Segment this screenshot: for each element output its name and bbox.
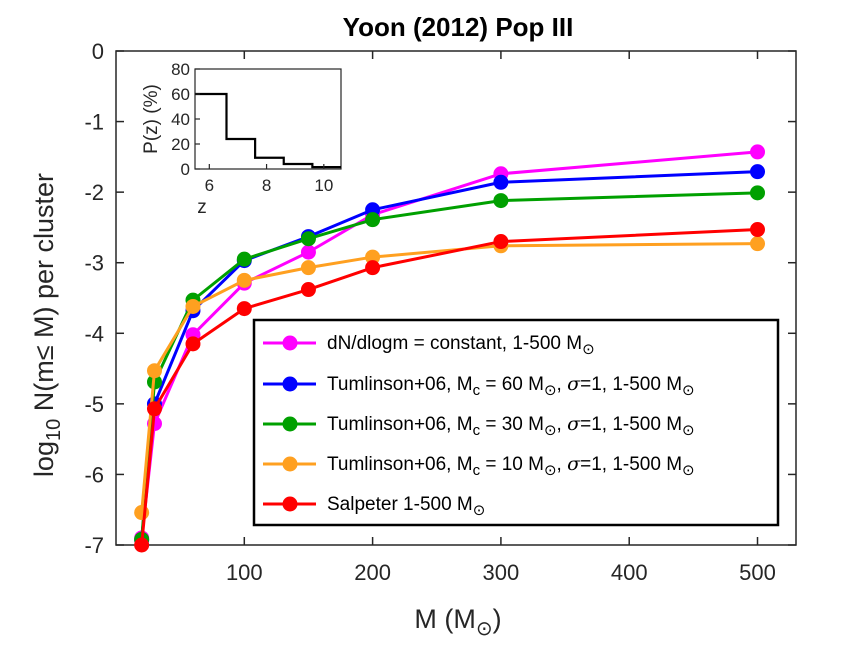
series-layer xyxy=(134,144,766,553)
data-point-constant xyxy=(750,144,766,160)
y-tick-label: -7 xyxy=(84,533,104,558)
data-point-salpeter xyxy=(300,282,316,298)
inset-x-label: z xyxy=(197,197,207,218)
y-tick-label: -3 xyxy=(84,251,104,276)
series-line-tumlinson10 xyxy=(140,242,758,513)
inset-frame xyxy=(194,68,342,170)
inset-step-line xyxy=(195,92,341,169)
data-point-salpeter xyxy=(185,336,201,352)
inset-chart: 6 8 10 0 20 40 60 80 z P(z) (%) xyxy=(141,60,342,218)
data-point-salpeter xyxy=(134,537,150,553)
data-point-salpeter xyxy=(365,260,381,276)
y-axis-ticks: 0 -1 -2 -3 -4 -5 -6 -7 xyxy=(84,39,796,558)
legend-entry-tumlinson30: Tumlinson+06, Mc = 30 M⊙, σ=1, 1-500 M⊙ xyxy=(263,413,695,439)
y-tick-label: -6 xyxy=(84,462,104,487)
legend-label: dN/dlogm = constant, 1-500 M⊙ xyxy=(327,333,595,358)
y-tick-label: 0 xyxy=(92,39,104,64)
x-axis-ticks: 100 200 300 400 500 xyxy=(226,51,776,585)
legend-entry-tumlinson10: Tumlinson+06, Mc = 10 M⊙, σ=1, 1-500 M⊙ xyxy=(263,453,695,479)
legend-label: Salpeter 1-500 M⊙ xyxy=(327,494,485,519)
y-tick-label: -2 xyxy=(84,180,104,205)
y-tick-label: -1 xyxy=(84,110,104,135)
x-tick-label: 100 xyxy=(226,560,263,585)
data-point-tumlinson10 xyxy=(185,298,201,314)
inset-y-label: P(z) (%) xyxy=(141,84,162,154)
y-axis-label: log10 N(m≤ M) per cluster xyxy=(29,173,65,477)
data-point-tumlinson30 xyxy=(236,251,252,267)
legend-marker xyxy=(282,376,298,392)
data-point-salpeter xyxy=(236,301,252,317)
legend-entry-salpeter: Salpeter 1-500 M⊙ xyxy=(263,494,485,519)
y-tick-label: -4 xyxy=(84,321,104,346)
data-point-salpeter xyxy=(750,222,766,238)
data-point-tumlinson30 xyxy=(493,193,509,209)
legend: dN/dlogm = constant, 1-500 M⊙ Tumlinson+0… xyxy=(252,318,780,527)
data-point-tumlinson60 xyxy=(493,174,509,190)
series-salpeter xyxy=(134,222,766,553)
legend-label: Tumlinson+06, Mc = 30 M⊙, σ=1, 1-500 M⊙ xyxy=(327,413,695,439)
inset-x-tick-label: 6 xyxy=(205,176,214,195)
legend-marker xyxy=(282,456,298,472)
data-point-tumlinson30 xyxy=(750,185,766,201)
legend-marker xyxy=(282,496,298,512)
data-point-constant xyxy=(300,244,316,260)
x-tick-label: 400 xyxy=(611,560,648,585)
data-point-tumlinson10 xyxy=(750,236,766,252)
x-axis-label: M (M⊙) xyxy=(414,604,501,640)
data-point-tumlinson10 xyxy=(146,363,162,379)
x-tick-label: 200 xyxy=(354,560,391,585)
data-point-salpeter xyxy=(146,401,162,417)
data-point-tumlinson30 xyxy=(365,212,381,228)
inset-y-tick-label: 20 xyxy=(171,135,190,154)
inset-y-tick-label: 80 xyxy=(171,60,190,79)
legend-box xyxy=(252,318,780,527)
x-tick-label: 300 xyxy=(483,560,520,585)
data-point-tumlinson10 xyxy=(300,260,316,276)
legend-marker xyxy=(282,416,298,432)
inset-x-tick-label: 8 xyxy=(262,176,271,195)
x-tick-label: 500 xyxy=(739,560,776,585)
data-point-tumlinson10 xyxy=(134,505,150,521)
legend-entry-constant: dN/dlogm = constant, 1-500 M⊙ xyxy=(263,333,595,358)
chart-title: Yoon (2012) Pop III xyxy=(343,12,574,42)
legend-label: Tumlinson+06, Mc = 10 M⊙, σ=1, 1-500 M⊙ xyxy=(327,453,695,479)
legend-entry-tumlinson60: Tumlinson+06, Mc = 60 M⊙, σ=1, 1-500 M⊙ xyxy=(263,373,695,399)
legend-label: Tumlinson+06, Mc = 60 M⊙, σ=1, 1-500 M⊙ xyxy=(327,373,695,399)
data-point-tumlinson10 xyxy=(236,272,252,288)
inset-y-tick-label: 40 xyxy=(171,110,190,129)
y-tick-label: -5 xyxy=(84,392,104,417)
data-point-tumlinson60 xyxy=(750,164,766,180)
inset-y-tick-label: 0 xyxy=(181,160,190,179)
plot-area xyxy=(115,50,797,546)
data-point-tumlinson30 xyxy=(300,231,316,247)
data-point-tumlinson10 xyxy=(365,249,381,265)
data-point-salpeter xyxy=(493,234,509,250)
inset-y-tick-label: 60 xyxy=(171,85,190,104)
inset-x-tick-label: 10 xyxy=(314,176,333,195)
legend-marker xyxy=(282,335,298,351)
plot-frame xyxy=(115,50,797,546)
series-line-salpeter xyxy=(140,228,758,546)
